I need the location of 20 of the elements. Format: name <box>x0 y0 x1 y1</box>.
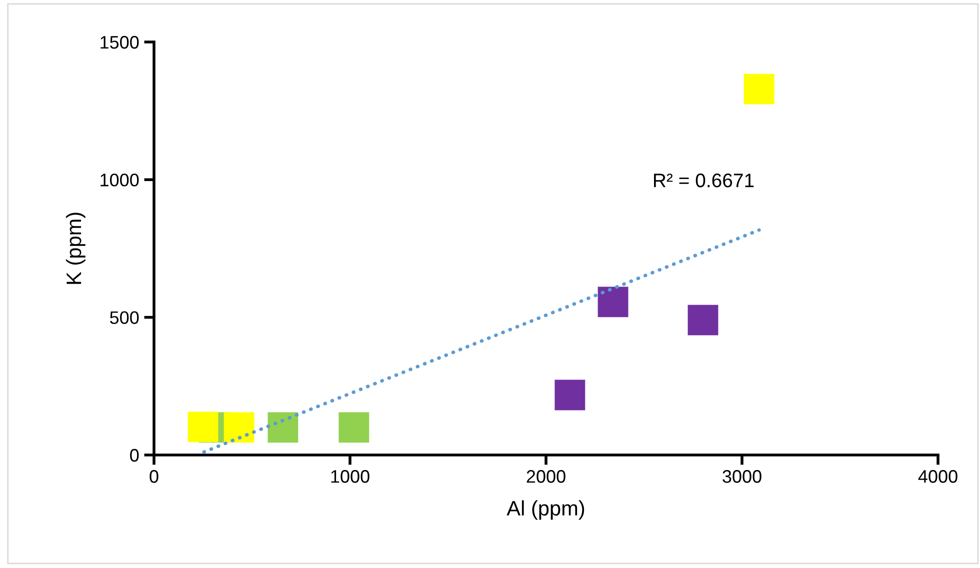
y-axis-title: K (ppm) <box>66 212 86 284</box>
x-axis-title: Al (ppm) <box>506 500 584 520</box>
x-tick-label: 2000 <box>526 470 566 483</box>
point <box>188 412 218 442</box>
x-tick-label: 1000 <box>331 470 370 483</box>
point <box>268 412 298 443</box>
y-tick-label: 1000 <box>100 174 139 186</box>
point <box>338 412 370 443</box>
y-tick-label: 0 <box>130 448 139 462</box>
y-tick-label: 1500 <box>100 36 139 49</box>
point <box>598 286 628 318</box>
point <box>554 380 586 410</box>
x-tick-label: 3000 <box>722 470 762 483</box>
annotation: R² = 0.6671 <box>654 174 754 188</box>
point <box>688 304 718 336</box>
point <box>744 74 774 104</box>
x-tick-label: 4000 <box>918 470 958 483</box>
x-tick-label: 0 <box>150 470 158 483</box>
point <box>224 412 254 443</box>
y-tick-label: 500 <box>110 311 139 324</box>
